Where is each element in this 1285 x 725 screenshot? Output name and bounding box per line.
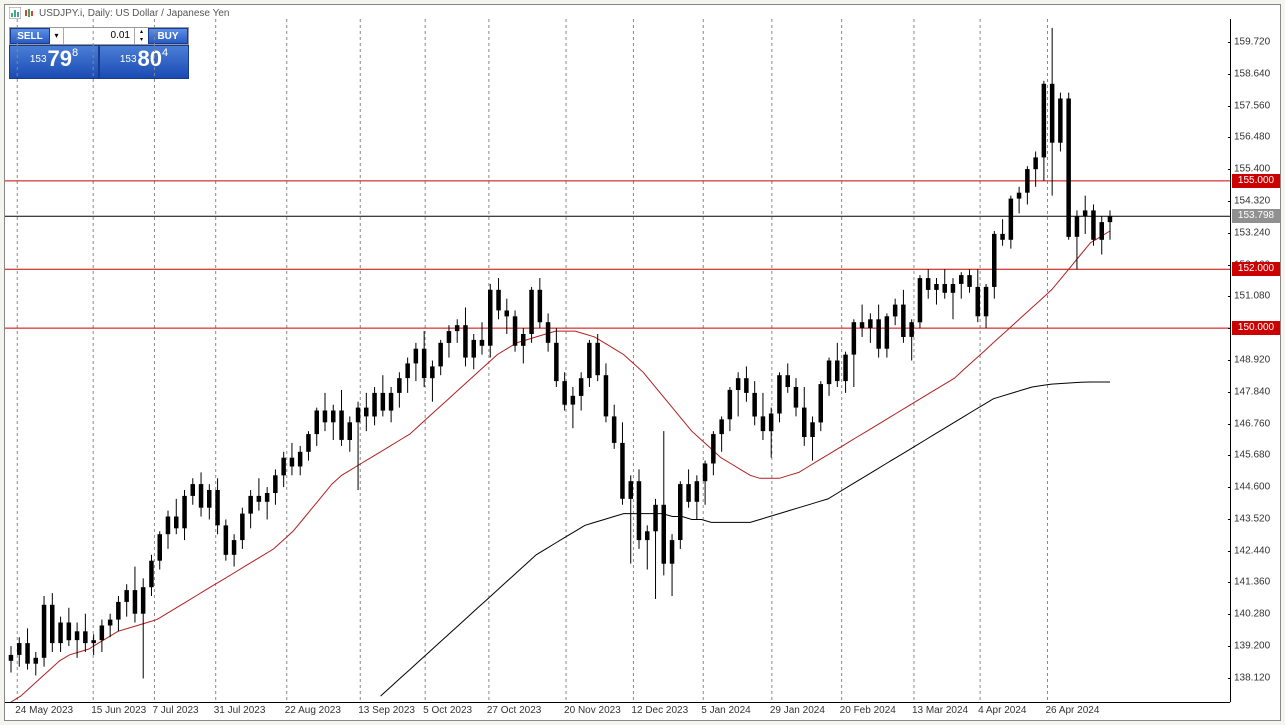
x-tick-label: 29 Jan 2024	[770, 705, 825, 716]
chart-svg	[5, 19, 1230, 702]
plot-area[interactable]	[5, 19, 1230, 702]
x-tick-label: 20 Feb 2024	[840, 705, 896, 716]
x-tick-label: 4 Apr 2024	[978, 705, 1026, 716]
x-tick-label: 7 Jul 2023	[152, 705, 198, 716]
y-tick-label: 156.480	[1234, 132, 1270, 143]
symbol-title: USDJPY.i, Daily: US Dollar / Japanese Ye…	[39, 8, 229, 19]
x-tick-label: 20 Nov 2023	[564, 705, 621, 716]
x-tick-label: 5 Oct 2023	[423, 705, 472, 716]
price-level-label: 150.000	[1232, 321, 1280, 335]
y-tick-label: 151.080	[1234, 291, 1270, 302]
y-axis: 159.720158.640157.560156.480155.400154.3…	[1230, 19, 1280, 702]
x-tick-label: 5 Jan 2024	[701, 705, 751, 716]
x-tick-label: 13 Sep 2023	[358, 705, 415, 716]
price-level-label: 153.798	[1232, 209, 1280, 223]
x-tick-label: 24 May 2023	[15, 705, 73, 716]
chart-window: USDJPY.i, Daily: US Dollar / Japanese Ye…	[4, 4, 1281, 721]
price-level-label: 152.000	[1232, 262, 1280, 276]
x-tick-label: 26 Apr 2024	[1045, 705, 1099, 716]
y-tick-label: 147.840	[1234, 386, 1270, 397]
price-level-label: 155.000	[1232, 174, 1280, 188]
y-tick-label: 154.320	[1234, 195, 1270, 206]
x-tick-label: 31 Jul 2023	[214, 705, 266, 716]
header-icons	[9, 7, 35, 19]
y-tick-label: 159.720	[1234, 36, 1270, 47]
x-axis: 24 May 2023 15 Jun 2023 7 Jul 2023 31 Jul 2…	[5, 702, 1230, 720]
x-tick-label: 22 Aug 2023	[285, 705, 341, 716]
y-tick-label: 143.520	[1234, 513, 1270, 524]
y-tick-label: 144.600	[1234, 482, 1270, 493]
y-tick-label: 145.680	[1234, 450, 1270, 461]
y-tick-label: 139.200	[1234, 641, 1270, 652]
x-tick-label: 12 Dec 2023	[631, 705, 688, 716]
y-tick-label: 142.440	[1234, 545, 1270, 556]
candle-icon	[23, 7, 35, 19]
chart-icon	[9, 7, 21, 19]
y-tick-label: 157.560	[1234, 100, 1270, 111]
y-tick-label: 138.120	[1234, 672, 1270, 683]
x-tick-label: 13 Mar 2024	[912, 705, 968, 716]
y-tick-label: 140.280	[1234, 609, 1270, 620]
y-tick-label: 141.360	[1234, 577, 1270, 588]
x-tick-label: 15 Jun 2023	[91, 705, 146, 716]
y-tick-label: 153.240	[1234, 227, 1270, 238]
y-tick-label: 146.760	[1234, 418, 1270, 429]
y-tick-label: 158.640	[1234, 68, 1270, 79]
y-tick-label: 148.920	[1234, 354, 1270, 365]
x-tick-label: 27 Oct 2023	[487, 705, 541, 716]
